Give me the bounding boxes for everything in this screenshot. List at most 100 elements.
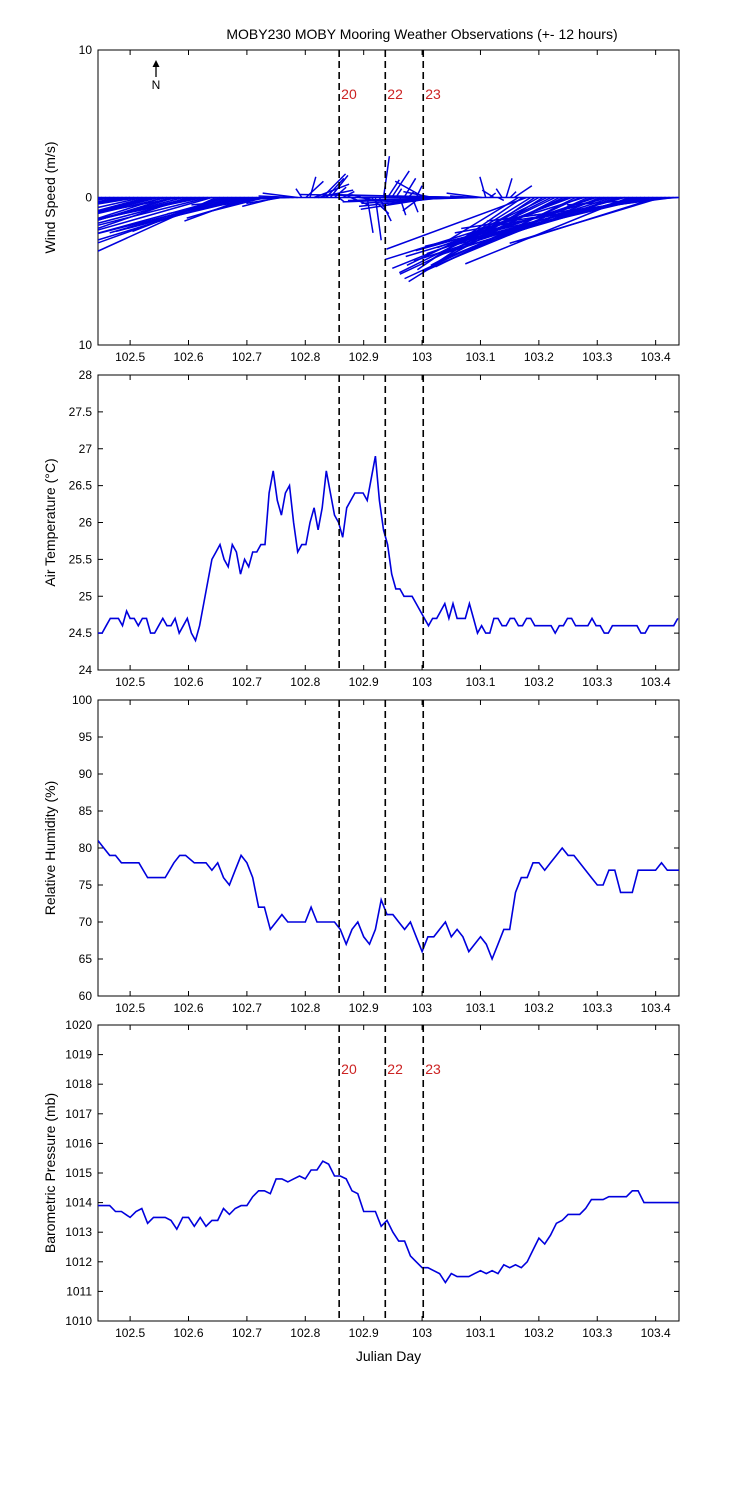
wind-stick <box>98 196 139 205</box>
x-tick-label: 102.5 <box>115 1326 145 1340</box>
wind-stick <box>566 196 678 206</box>
x-tick-label: 103.2 <box>524 350 554 364</box>
north-arrow-icon: N <box>152 60 160 92</box>
x-tick-label: 103 <box>412 350 432 364</box>
wind-stick <box>295 188 303 198</box>
panel-baro: 102.5 102.6 102.7 102.8 102.9 103 103.1 103.2 10… <box>42 1018 680 1364</box>
y-tick-label: 1012 <box>65 1255 92 1269</box>
wind-stick <box>98 196 241 235</box>
x-tick-label: 103.1 <box>465 350 495 364</box>
x-tick-label: 102.8 <box>290 350 320 364</box>
x-tick-label: 103 <box>412 675 432 689</box>
x-tick-label: 103.2 <box>524 1001 554 1015</box>
y-tick-label: 27.5 <box>69 405 93 419</box>
wind-stick <box>262 192 298 199</box>
y-tick-label: 10 <box>79 43 93 57</box>
wind-stick <box>505 178 513 198</box>
x-tick-label: 102.7 <box>232 675 262 689</box>
y-axis-label: Barometric Pressure (mb) <box>42 1093 58 1253</box>
wind-stick <box>98 196 168 215</box>
event-marker-label: 23 <box>425 1061 441 1077</box>
event-marker-label: 23 <box>425 86 441 102</box>
y-tick-label: 27 <box>79 442 93 456</box>
x-tick-label: 103.4 <box>641 350 671 364</box>
series-line <box>98 455 679 643</box>
series-wind <box>98 156 679 283</box>
wind-stick <box>489 192 497 199</box>
wind-stick <box>486 196 674 222</box>
x-tick-label: 103.3 <box>582 1001 612 1015</box>
x-tick-label: 102.9 <box>349 1326 379 1340</box>
y-tick-label: 90 <box>79 767 93 781</box>
event-marker-label: 20 <box>341 86 357 102</box>
wind-stick <box>98 196 172 221</box>
series-baro <box>98 1160 679 1284</box>
x-tick-label: 103.4 <box>641 675 671 689</box>
y-axis-label: Relative Humidity (%) <box>42 781 58 916</box>
x-tick-label: 103.1 <box>465 1001 495 1015</box>
y-tick-label: 1010 <box>65 1314 92 1328</box>
wind-stick <box>481 189 495 199</box>
x-tick-label: 102.8 <box>290 1001 320 1015</box>
y-tick-label: 1016 <box>65 1136 92 1150</box>
wind-stick <box>258 195 294 199</box>
wind-stick <box>236 196 290 200</box>
x-tick-label: 103.3 <box>582 675 612 689</box>
y-tick-label: 24 <box>79 663 93 677</box>
panel-airtemp: 102.5 102.6 102.7 102.8 102.9 103 103.1 103.2 10… <box>42 368 680 689</box>
x-tick-label: 102.7 <box>232 1001 262 1015</box>
x-tick-label: 103 <box>412 1326 432 1340</box>
y-tick-label: 0 <box>85 191 92 205</box>
wind-stick <box>479 176 487 198</box>
y-tick-label: 25 <box>79 589 93 603</box>
x-tick-label: 102.6 <box>173 1001 203 1015</box>
north-arrow-head <box>152 60 160 67</box>
x-tick-label: 102.7 <box>232 1326 262 1340</box>
wind-stick <box>98 196 119 203</box>
wind-stick <box>98 196 204 220</box>
wind-stick <box>403 177 417 198</box>
x-tick-label: 103.4 <box>641 1326 671 1340</box>
y-tick-label: 65 <box>79 952 93 966</box>
wind-stick <box>509 196 662 244</box>
y-tick-label: 1020 <box>65 1018 92 1032</box>
x-tick-label: 102.8 <box>290 1326 320 1340</box>
x-tick-label: 103 <box>412 1001 432 1015</box>
y-axis-label: Wind Speed (m/s) <box>42 141 58 253</box>
wind-stick <box>495 188 503 198</box>
x-tick-label: 102.6 <box>173 1326 203 1340</box>
event-marker-label: 22 <box>387 1061 403 1077</box>
wind-stick <box>98 196 180 213</box>
y-tick-label: 10 <box>79 338 93 352</box>
x-tick-label: 103.1 <box>465 1326 495 1340</box>
panel-rh: 102.5 102.6 102.7 102.8 102.9 103 103.1 103.2 10… <box>42 693 680 1015</box>
y-tick-label: 75 <box>79 878 93 892</box>
wind-stick <box>98 196 208 227</box>
x-tick-label: 102.9 <box>349 675 379 689</box>
y-tick-label: 1015 <box>65 1166 92 1180</box>
wind-stick <box>513 185 533 199</box>
x-tick-label: 102.5 <box>115 1001 145 1015</box>
y-tick-label: 25.5 <box>69 552 93 566</box>
wind-stick <box>497 196 505 202</box>
x-tick-label: 103.2 <box>524 1326 554 1340</box>
wind-stick <box>509 191 517 199</box>
y-tick-label: 1014 <box>65 1196 92 1210</box>
event-marker-label: 22 <box>387 86 403 102</box>
x-tick-label: 102.9 <box>349 1001 379 1015</box>
axes-frame <box>97 374 680 671</box>
y-tick-label: 60 <box>79 989 93 1003</box>
x-tick-label: 103.4 <box>641 1001 671 1015</box>
wind-stick <box>98 196 151 213</box>
wind-stick <box>98 196 147 212</box>
y-tick-label: 26 <box>79 516 93 530</box>
x-tick-label: 102.8 <box>290 675 320 689</box>
y-tick-label: 100 <box>72 693 92 707</box>
series-airtemp <box>98 455 679 643</box>
wind-stick <box>98 196 143 209</box>
wind-stick <box>424 196 478 200</box>
x-tick-label: 102.6 <box>173 675 203 689</box>
x-tick-label: 103.1 <box>465 675 495 689</box>
wind-stick <box>415 185 423 198</box>
